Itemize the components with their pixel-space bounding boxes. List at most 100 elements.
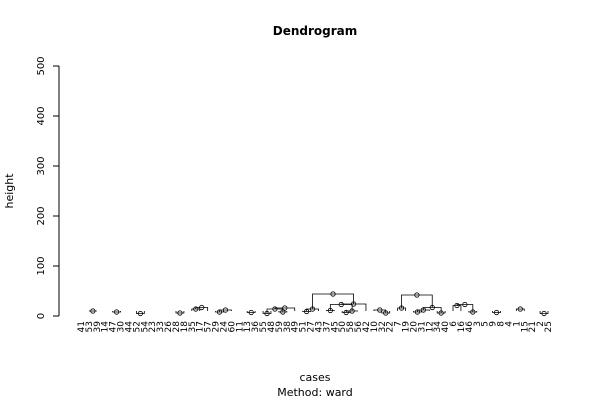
merge-link [312,293,354,309]
leaf-label: 57 [204,321,214,332]
merge-link [274,307,296,311]
merge-node [517,306,523,312]
leaf-label: 58 [346,321,356,333]
merge-node [137,310,143,317]
y-axis-label: height [3,173,16,209]
leaf-label: 23 [148,321,158,332]
leaf-label: 28 [172,321,182,333]
leaf-label: 9 [489,321,499,327]
leaf-label: 15 [520,321,530,332]
leaf-label: 20 [409,321,419,333]
leaf-label: 29 [212,321,222,333]
dendrogram-tree [88,293,549,314]
chart-title: Dendrogram [273,24,358,38]
leaf-label: 25 [544,321,554,332]
leaf-label: 51 [299,321,309,332]
merge-node [350,301,357,307]
merge-node [420,307,426,313]
merge-node [272,306,278,312]
merge-link [175,311,185,314]
leaf-label: 47 [109,321,119,332]
merge-node [264,310,270,317]
merge-node [349,308,355,314]
leaf-label: 37 [322,321,332,332]
leaf-label: 8 [497,321,507,327]
merge-node [470,309,476,315]
method-label: Method: ward [277,386,353,399]
merge-link [195,307,209,311]
leaf-label: 1 [512,321,522,327]
merge-node [280,309,286,315]
merge-link [452,305,462,311]
merge-node [90,308,96,314]
leaf-label: 33 [156,321,166,332]
merge-node [309,306,316,312]
merge-link [246,311,256,313]
leaf-label: 19 [402,321,412,333]
leaf-label: 43 [314,321,324,332]
leaf-label: 48 [267,321,277,333]
merge-node [330,291,336,297]
leaf-label: 49 [291,321,301,333]
merge-node [193,306,199,312]
leaf-label: 22 [386,321,396,332]
merge-link [219,309,232,312]
merge-link [191,308,201,311]
y-axis-ticks: 0 100 200 300 400 500 [36,56,59,319]
y-tick-label: 0 [36,313,47,319]
leaf-label: 38 [283,321,293,333]
merge-node [462,301,468,308]
leaf-label: 42 [362,321,372,332]
merge-node [541,310,547,317]
leaf-label: 16 [457,321,467,333]
leaf-label: 4 [504,321,514,327]
merge-node [338,301,344,308]
leaf-label: 17 [196,321,206,332]
leaf-label: 41 [77,321,87,332]
merge-node [454,302,460,309]
leaf-label: 46 [465,321,475,333]
leaf-label: 60 [227,321,237,333]
leaf-label: 40 [441,321,451,333]
leaf-label: 34 [433,321,443,333]
merge-points [90,291,547,317]
merge-link [515,308,525,311]
leaf-label: 21 [528,321,538,332]
merge-node [248,309,254,316]
leaf-label: 2 [536,321,546,327]
merge-link [112,311,121,313]
merge-node [383,310,389,316]
merge-node [199,304,205,311]
merge-node [282,305,288,311]
merge-node [327,307,333,314]
leaf-label: 32 [378,321,388,332]
merge-node [303,308,310,315]
merge-node [343,309,349,316]
leaf-label: 13 [243,321,253,332]
merge-node [216,309,223,315]
merge-link [401,294,433,308]
merge-node [177,310,183,316]
y-tick-label: 100 [36,256,47,275]
leaf-label: 24 [219,321,229,333]
y-tick-label: 300 [36,156,47,175]
leaf-labels: 4153391447304452542333262818351757292460… [77,321,554,333]
leaf-label: 10 [370,321,380,333]
leaf-label: 36 [251,321,261,333]
leaf-label: 53 [85,321,95,332]
x-axis-label: cases [299,371,330,384]
leaf-label: 30 [117,321,127,333]
merge-node [493,309,500,316]
merge-link [492,311,501,313]
leaf-label: 26 [164,321,174,333]
merge-node [222,307,229,313]
merge-node [429,304,435,311]
leaf-label: 52 [132,321,142,332]
leaf-label: 45 [330,321,340,332]
leaf-label: 3 [473,321,483,327]
merge-link [329,304,353,311]
merge-node [398,305,405,311]
leaf-label: 56 [354,321,364,333]
leaf-label: 11 [235,321,245,332]
